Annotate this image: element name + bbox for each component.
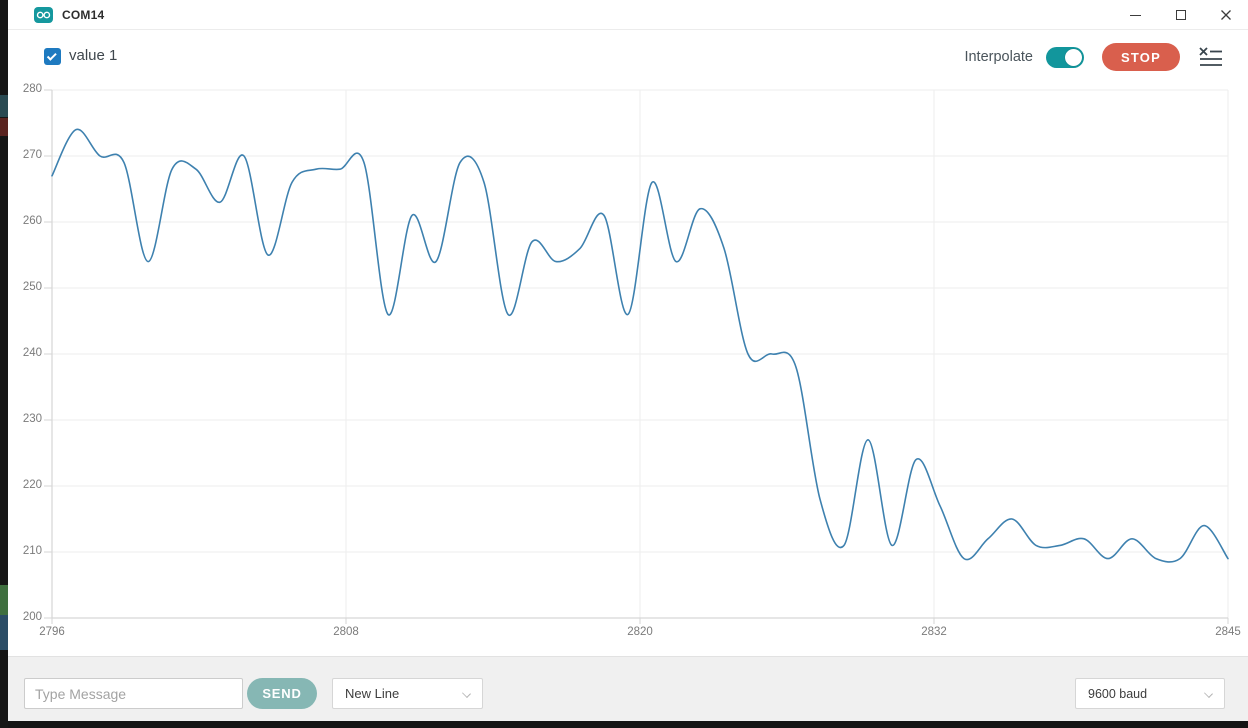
message-input[interactable] (24, 678, 243, 709)
stop-button[interactable]: STOP (1102, 43, 1180, 71)
line-ending-value: New Line (345, 686, 400, 701)
message-bar: SEND New Line 9600 baud (8, 656, 1248, 721)
series-label: value 1 (69, 47, 118, 64)
x-axis-tick-label: 2808 (333, 626, 359, 638)
clear-plot-icon (1199, 47, 1222, 66)
background-app-strip (0, 0, 8, 728)
interpolate-label: Interpolate (964, 49, 1033, 65)
send-button[interactable]: SEND (247, 678, 317, 709)
window-controls (1113, 0, 1248, 30)
close-icon (1220, 10, 1231, 20)
serial-plotter-window: COM14 value 1 Interpolate STOP (8, 0, 1248, 721)
maximize-button[interactable] (1158, 0, 1203, 30)
line-chart: 200 210 220 230 240 250 260 270 280 2796 2808 2820 2… (8, 83, 1248, 650)
background-speck (0, 118, 8, 136)
y-axis-tick-label: 200 (22, 611, 42, 623)
chevron-down-icon (462, 689, 471, 698)
interpolate-toggle[interactable] (1046, 46, 1084, 68)
chevron-down-icon (1204, 689, 1213, 698)
series-checkbox[interactable] (44, 48, 61, 65)
x-axis-tick-label: 2832 (921, 626, 947, 638)
background-speck (0, 615, 8, 650)
clear-plot-button[interactable] (1198, 46, 1224, 68)
arduino-logo-icon (34, 7, 53, 23)
titlebar: COM14 (8, 0, 1248, 30)
background-speck (0, 95, 8, 117)
x-axis-tick-label: 2796 (39, 626, 65, 638)
close-button[interactable] (1203, 0, 1248, 30)
y-axis-tick-label: 230 (22, 413, 42, 425)
plot-area (44, 89, 1229, 624)
checkmark-icon (46, 50, 57, 61)
series-line (51, 128, 1229, 563)
background-speck (0, 585, 8, 615)
toolbar-right: Interpolate STOP (964, 40, 1224, 74)
y-axis-tick-label: 280 (22, 83, 42, 95)
minimize-icon (1130, 14, 1141, 16)
x-axis-tick-label: 2845 (1215, 626, 1241, 638)
y-axis-tick-label: 240 (22, 347, 42, 359)
y-axis-tick-label: 270 (22, 149, 42, 161)
plotter-toolbar-row: value 1 Interpolate STOP (8, 30, 1248, 84)
x-axis-tick-label: 2820 (627, 626, 653, 638)
baud-rate-select[interactable]: 9600 baud (1075, 678, 1225, 709)
y-axis-tick-label: 260 (22, 215, 42, 227)
window-title: COM14 (62, 8, 105, 22)
toggle-knob (1065, 48, 1082, 66)
maximize-icon (1175, 10, 1186, 20)
line-ending-select[interactable]: New Line (332, 678, 483, 709)
y-axis-tick-label: 250 (22, 281, 42, 293)
y-axis-tick-label: 220 (22, 479, 42, 491)
minimize-button[interactable] (1113, 0, 1158, 30)
baud-rate-value: 9600 baud (1088, 686, 1148, 701)
y-axis-tick-label: 210 (22, 545, 42, 557)
